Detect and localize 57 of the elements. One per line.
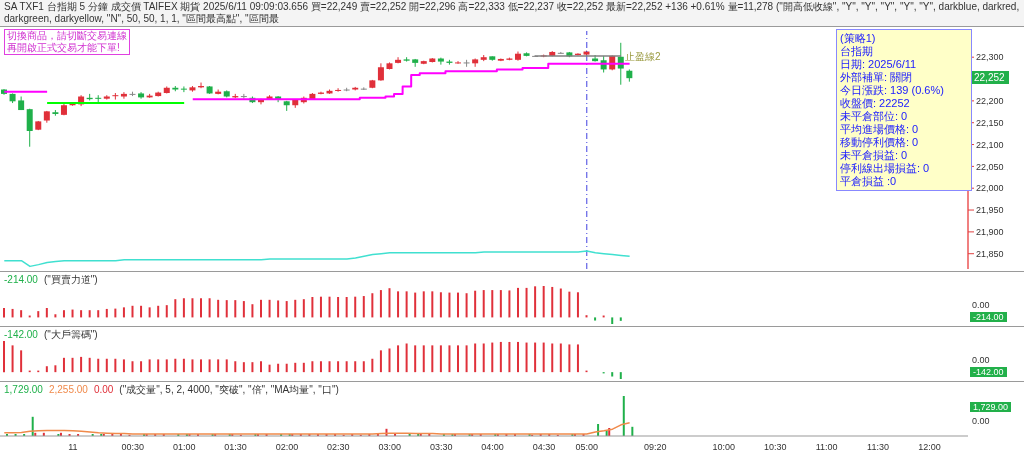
x-tick-label: 03:00: [378, 442, 402, 453]
annotation: 收盤價: 22252: [840, 97, 911, 110]
y-tick-label: 22,050: [976, 161, 1004, 172]
text: ("大戶籌碼"): [43, 329, 98, 340]
y-tick-label: 21,850: [976, 248, 1004, 259]
text: -142.00: [4, 329, 38, 340]
annotation: (策略1): [840, 32, 877, 45]
text: 0.00: [972, 416, 990, 426]
x-tick-label: 11: [68, 442, 78, 453]
annotation: 日期: 2025/6/11: [840, 58, 918, 71]
text: ("買賣力道"): [43, 274, 98, 285]
annotation: 平均進場價格: 0: [840, 123, 920, 136]
text: 2,255.00: [48, 384, 88, 395]
annotation: 台指期: [840, 45, 874, 58]
annotation: 停利線出場損益: 0: [840, 162, 931, 175]
annotation: 平倉損益 :0: [840, 175, 898, 188]
annotation: 外部補單: 關閉: [840, 71, 914, 84]
y-tick-label: 22,300: [976, 52, 1004, 63]
text: 0.00: [972, 355, 990, 365]
x-tick-label: 11:00: [815, 442, 838, 453]
x-tick-label: 04:30: [532, 442, 556, 453]
x-tick-label: 11:30: [867, 442, 889, 453]
x-tick-label: 05:00: [575, 442, 599, 453]
annotation: 未平倉部位: 0: [840, 110, 909, 123]
x-tick-label: 00:30: [121, 442, 145, 453]
annotation: 未平倉損益: 0: [840, 149, 909, 162]
series-label: 止盈線2: [625, 50, 662, 62]
text: 1,729.00: [970, 402, 1012, 412]
annotation: 22,252: [970, 71, 1009, 85]
text: 1,729.00: [4, 384, 43, 395]
x-tick-label: 01:30: [224, 442, 247, 453]
text: -142.00: [970, 367, 1007, 377]
x-tick-label: 01:00: [172, 442, 196, 453]
x-tick-label: 09:20: [644, 442, 667, 453]
text: 0.00: [972, 300, 990, 310]
x-tick-label: 02:00: [275, 442, 299, 453]
annotation: 今日漲跌: 139 (0.6%): [840, 84, 945, 97]
y-tick-label: 22,200: [976, 96, 1004, 107]
annotation: 切換商品，請切斷交易連線: [7, 30, 127, 42]
x-tick-label: 02:30: [327, 442, 350, 453]
x-tick-label: 10:00: [712, 442, 736, 453]
annotation: 移動停利價格: 0: [840, 136, 920, 149]
text: -214.00: [970, 312, 1007, 322]
y-tick-label: 22,000: [976, 183, 1004, 194]
text: SA TXF1 台指期 5 分鐘 成交價 TAIFEX 期貨 2025/6/11 09:09:03.656 買=22,249 賣=22,252 開=22,296 高=22,333 低=22,237 收=22,252 最新=22,252 +136 +0.61% 量=11,278 ("開高低收線", "Y", "Y", "Y", "Y", "Y", darkblue, darkred, darkgreen, darkyellow, "N", 50, 50, 1, 1, "區間最高點", "區間最: [0, 0, 1024, 26]
x-tick-label: 04:00: [481, 442, 504, 453]
x-tick-label: 10:30: [763, 442, 787, 453]
y-tick-label: 21,950: [976, 205, 1004, 216]
x-tick-label: 12:00: [918, 442, 941, 453]
text: ("成交量", 5, 2, 4000, "突破", "倍", "MA均量", "口"): [119, 384, 339, 395]
y-tick-label: 22,150: [976, 117, 1004, 128]
y-tick-label: 22,100: [976, 139, 1004, 150]
y-tick-label: 21,900: [976, 227, 1004, 238]
x-tick-label: 03:30: [429, 442, 453, 453]
text: 0.00: [93, 384, 114, 395]
text: -214.00: [4, 274, 38, 285]
annotation: 再開啟正式交易才能下單!: [7, 42, 121, 54]
